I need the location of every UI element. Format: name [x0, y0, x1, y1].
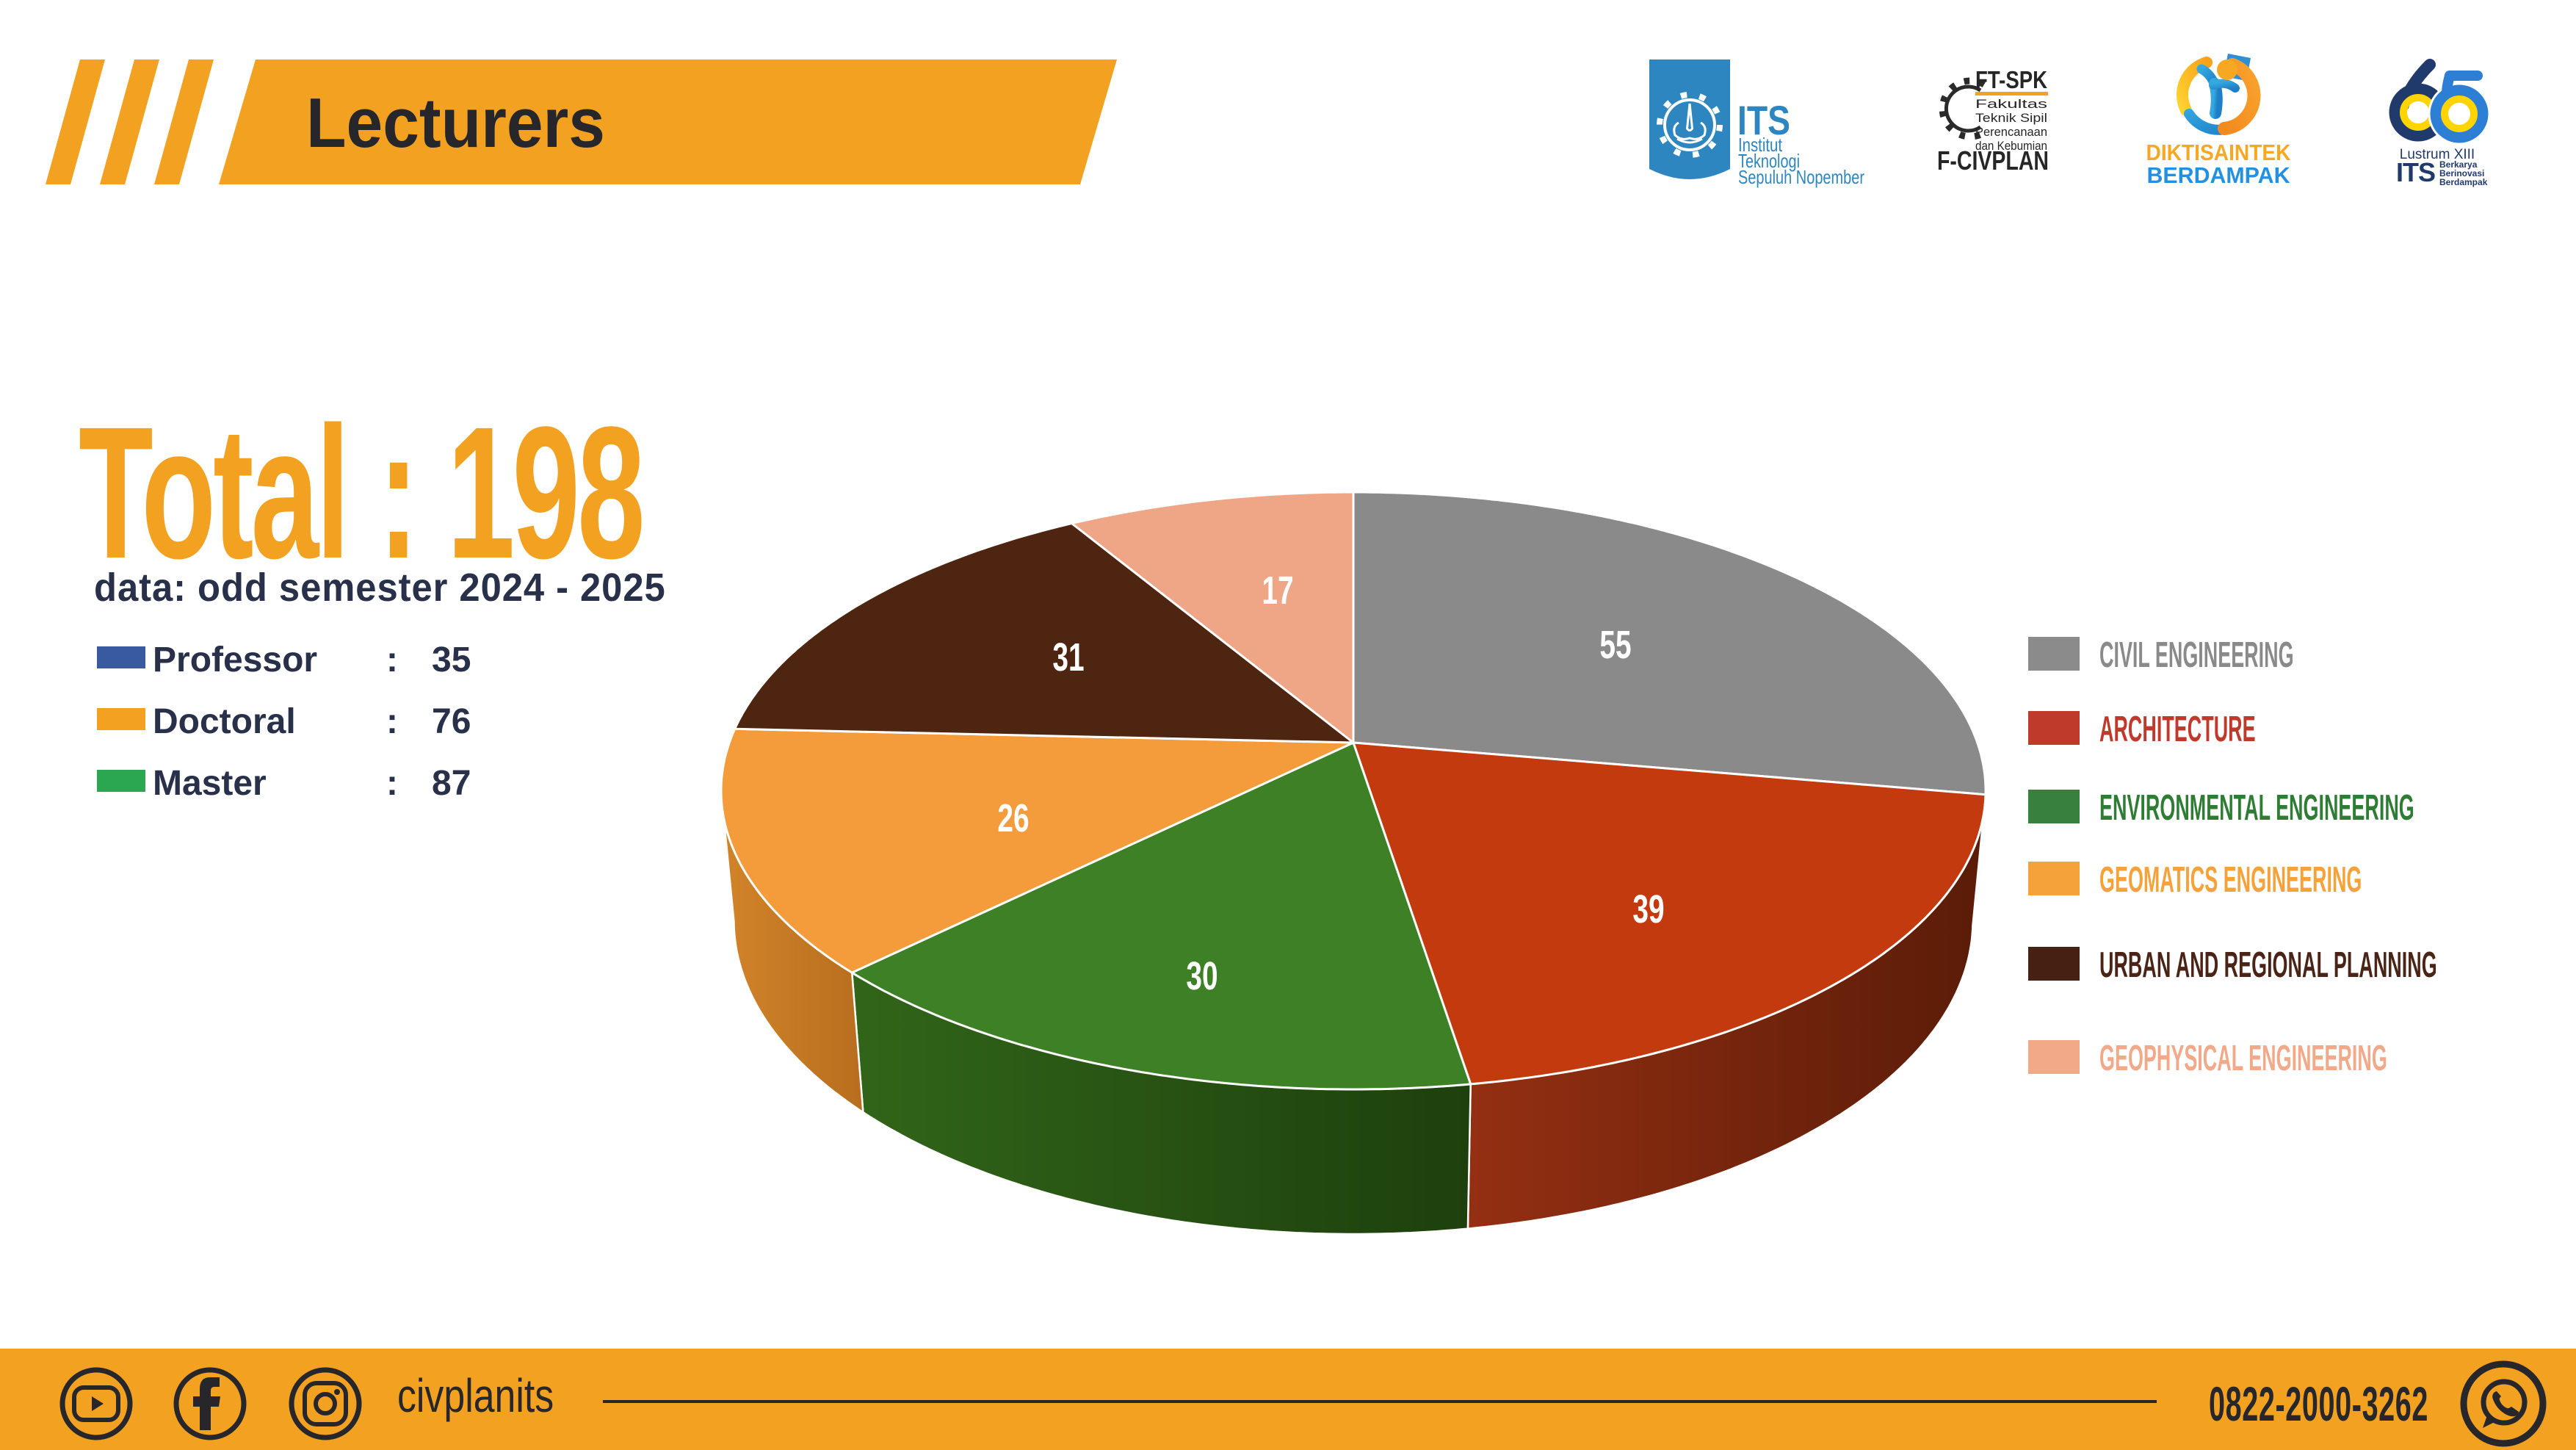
- svg-text:Perencanaan: Perencanaan: [1975, 125, 2047, 139]
- svg-text:FT-SPK: FT-SPK: [1975, 66, 2047, 93]
- svg-text:31: 31: [1052, 635, 1084, 679]
- svg-text:30: 30: [1186, 953, 1218, 998]
- svg-text:BERDAMPAK: BERDAMPAK: [2147, 162, 2291, 188]
- svg-text:Sepuluh Nopember: Sepuluh Nopember: [1738, 166, 1864, 188]
- svg-text:39: 39: [1632, 887, 1664, 931]
- svg-text:dan Kebumian: dan Kebumian: [1975, 139, 2047, 153]
- svg-text:17: 17: [1262, 568, 1293, 613]
- svg-text:ITS: ITS: [2396, 157, 2435, 187]
- svg-text:ITS: ITS: [1737, 97, 1790, 143]
- svg-text:DIKTISAINTEK: DIKTISAINTEK: [2146, 140, 2292, 165]
- svg-text:Teknologi: Teknologi: [1738, 150, 1800, 172]
- svg-text:26: 26: [997, 796, 1029, 840]
- svg-text:F-CIVPLAN: F-CIVPLAN: [1937, 145, 2049, 176]
- svg-text:Fakultas: Fakultas: [1975, 97, 2047, 111]
- svg-text:Berkarya: Berkarya: [2439, 159, 2478, 170]
- svg-text:Berdampak: Berdampak: [2439, 177, 2488, 187]
- svg-text:Institut: Institut: [1738, 134, 1783, 156]
- svg-text:Teknik Sipil: Teknik Sipil: [1975, 111, 2047, 125]
- svg-text:Lustrum XIII: Lustrum XIII: [2400, 147, 2475, 162]
- svg-text:55: 55: [1599, 622, 1631, 667]
- svg-text:Berinovasi: Berinovasi: [2439, 168, 2484, 178]
